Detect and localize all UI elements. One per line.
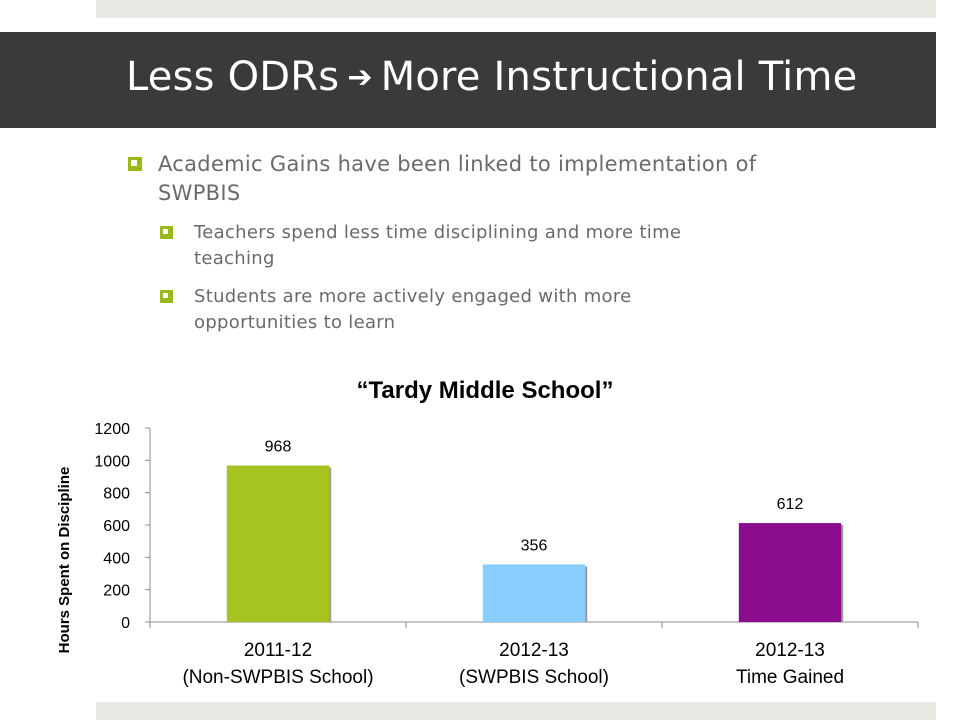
sub-bullet-text: Students are more actively engaged with …	[194, 286, 632, 307]
bar	[738, 523, 842, 622]
y-tick-label: 800	[103, 486, 130, 503]
chart-bars	[226, 465, 844, 622]
y-axis-label: Hours Spent on Discipline	[56, 467, 73, 654]
sub-bullet-text: Teachers spend less time disciplining an…	[194, 222, 682, 243]
y-tick-label: 1000	[94, 453, 130, 470]
chart-data-labels: 968 356 612	[265, 439, 804, 555]
bullet-item: Academic Gains have been linked to imple…	[128, 150, 908, 208]
bar-value-label: 968	[265, 439, 292, 456]
bar	[226, 465, 330, 622]
bar-chart: “Tardy Middle School” Hours Spent on Dis…	[56, 377, 919, 688]
bullet-text: Academic Gains have been linked to imple…	[158, 152, 757, 176]
square-bullet-icon	[160, 290, 173, 303]
y-tick-label: 600	[103, 518, 130, 535]
y-tick-label: 1200	[94, 421, 130, 438]
chart-category-labels: 2011-12 (Non-SWPBIS School) 2012-13 (SWPBIS…	[182, 640, 844, 688]
chart-ticks: 0 200 400 600 800 1000 1200	[94, 421, 919, 632]
bullet-text-cont: SWPBIS	[158, 181, 241, 205]
square-bullet-icon	[128, 157, 142, 171]
square-bullet-icon	[160, 226, 173, 239]
category-label: 2012-13 (SWPBIS School)	[459, 640, 609, 688]
bar-value-label: 612	[777, 496, 804, 513]
sub-bullet-text-cont: opportunities to learn	[194, 312, 396, 333]
bottom-decor-strip	[96, 702, 936, 720]
category-label: 2011-12 (Non-SWPBIS School)	[182, 640, 373, 688]
top-decor-strip	[96, 0, 936, 18]
y-tick-label: 200	[103, 583, 130, 600]
arrow-right-icon: ➔	[347, 60, 373, 95]
category-label: 2012-13 Time Gained	[736, 640, 844, 688]
sub-bullet-item: Teachers spend less time disciplining an…	[128, 220, 908, 272]
bar-value-label: 356	[521, 537, 548, 554]
y-tick-label: 0	[121, 615, 130, 632]
bullet-list: Academic Gains have been linked to imple…	[128, 150, 908, 336]
slide-title: Less ODRs ➔ More Instructional Time	[126, 54, 857, 100]
title-bar	[0, 32, 936, 128]
bar	[482, 564, 586, 622]
sub-bullet-item: Students are more actively engaged with …	[128, 284, 908, 336]
title-left: Less ODRs	[126, 54, 340, 100]
chart-title: “Tardy Middle School”	[357, 377, 614, 404]
sub-bullet-text-cont: teaching	[194, 248, 275, 269]
y-tick-label: 400	[103, 550, 130, 567]
title-right: More Instructional Time	[380, 54, 858, 100]
